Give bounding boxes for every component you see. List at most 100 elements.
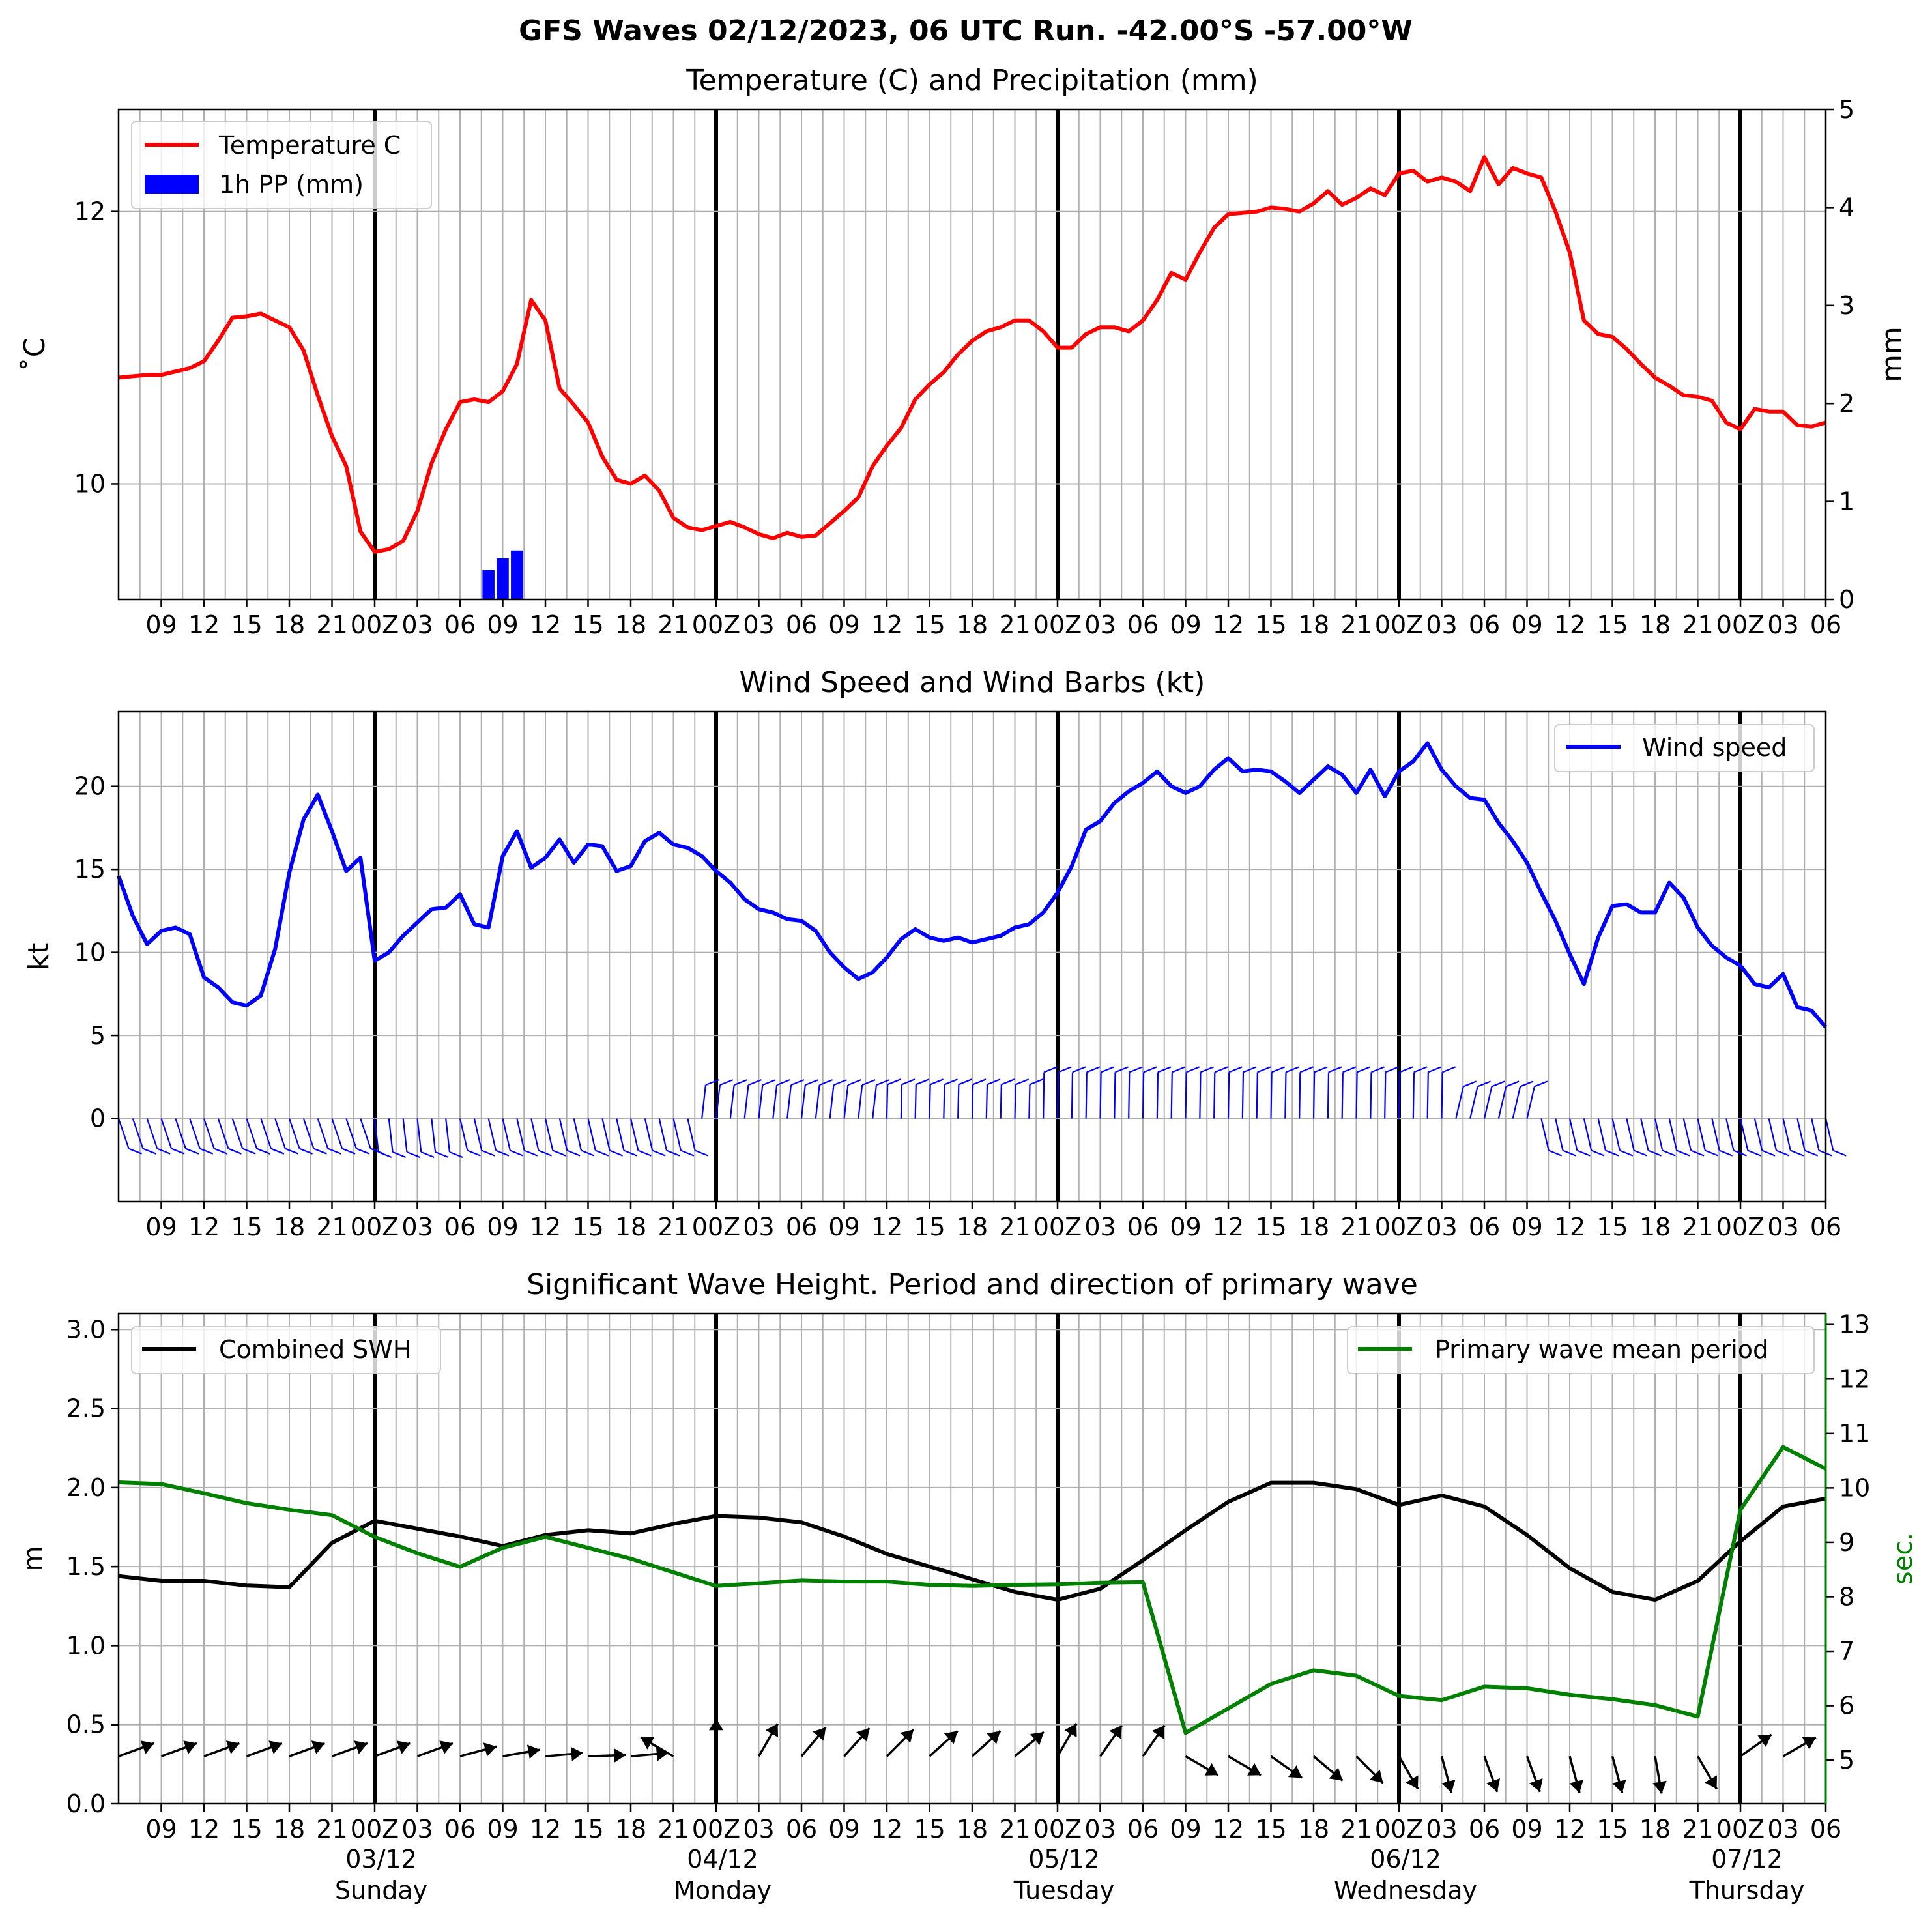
wind-barb-staff [900, 1084, 903, 1119]
wind-barb-flag [1200, 1066, 1214, 1073]
wind-barb-flag [1271, 1066, 1286, 1073]
x-tick-label: 21 [316, 1815, 347, 1843]
wind-barb-staff [1284, 1072, 1287, 1119]
wind-barb-staff [1398, 1072, 1401, 1119]
x-tick-label: 09 [828, 1815, 859, 1843]
wind-barb-flag [1719, 1149, 1733, 1157]
wind-barb-staff [1370, 1072, 1372, 1119]
wind-barb-flag [341, 1148, 356, 1155]
wind-barb-staff [1071, 1072, 1074, 1119]
wave-direction-arrowhead [396, 1740, 411, 1754]
x-tick-label: 09 [1511, 1213, 1542, 1241]
wind-barb-flag [887, 1078, 901, 1086]
x-tick-label: 15 [1255, 1213, 1286, 1241]
wave-panel-title: Significant Wave Height. Period and dire… [526, 1268, 1418, 1301]
wind-barb-flag [1072, 1066, 1086, 1073]
wind-barb-flag [510, 1149, 524, 1157]
wind-barb-flag [128, 1148, 143, 1155]
wind-barb-flag [313, 1148, 327, 1155]
x-tick-label: 06 [786, 611, 817, 639]
x-tick-label: 00Z [1716, 1213, 1765, 1241]
wind-barb-staff [1469, 1086, 1478, 1119]
legend-temperature-label: Temperature C [218, 131, 401, 160]
wind-barb-flag [1804, 1149, 1819, 1157]
y-tick-label: 10 [74, 938, 106, 967]
wind-barb-flag [1563, 1149, 1576, 1157]
y-tick-label: 0.5 [66, 1711, 106, 1739]
x-tick-label: 15 [1596, 1815, 1628, 1843]
x-tick-label: 21 [1340, 1213, 1372, 1241]
wind-barb-flag [833, 1079, 847, 1086]
wind-barb-flag [1477, 1080, 1491, 1088]
wind-barb-flag [1186, 1066, 1200, 1073]
wind-barb-flag [1143, 1066, 1157, 1073]
wind-barb-staff [1682, 1118, 1692, 1151]
wind-barb-flag [930, 1078, 944, 1086]
y-tick-label: 12 [74, 197, 106, 226]
wind-barb-staff [373, 1118, 379, 1153]
x-tick-label: 09 [1511, 611, 1542, 639]
wind-barb-staff [175, 1118, 186, 1149]
wind-barb-flag [1228, 1066, 1243, 1073]
x-tick-label: 12 [871, 611, 902, 639]
wind-barb-flag [356, 1148, 370, 1155]
x-tick-label: 15 [231, 1815, 262, 1843]
wind-barb-flag [1001, 1078, 1015, 1086]
wind-barb-flag [581, 1149, 595, 1157]
x-tick-label: 12 [871, 1815, 902, 1843]
wave-direction-arrowhead [944, 1731, 958, 1744]
wind-barb-staff [1142, 1072, 1145, 1119]
y-tick-label: 9 [1839, 1528, 1854, 1557]
x-tick-label: 18 [957, 611, 988, 639]
wind-barb-staff [246, 1118, 258, 1149]
wind-barb-flag [524, 1149, 538, 1157]
wind-barb-flag [1761, 1149, 1776, 1157]
y-tick-label: 6 [1839, 1692, 1854, 1720]
wind-barb-flag [435, 1151, 449, 1159]
legend-period-label: Primary wave mean period [1435, 1335, 1768, 1364]
x-tick-label: 15 [1255, 1815, 1286, 1843]
wind-barb-staff [288, 1118, 300, 1149]
wind-barb-staff [957, 1084, 960, 1119]
x-tick-label: 00Z [351, 1815, 399, 1843]
wind-barb-staff [1811, 1118, 1820, 1151]
wind-barb-flag [944, 1078, 958, 1086]
y-tick-label: 15 [74, 855, 106, 884]
x-tick-label: 06 [1469, 1213, 1500, 1241]
x-tick-label: 15 [572, 611, 603, 639]
wind-barb-flag [1286, 1066, 1299, 1073]
wind-barb-flag [1648, 1149, 1662, 1157]
wave-direction-arrowhead [570, 1746, 583, 1761]
wind-barb-flag [790, 1079, 805, 1086]
wind-barb-staff [1455, 1086, 1464, 1119]
x-tick-label: 09 [828, 1213, 859, 1241]
x-tick-label: 18 [1639, 1815, 1671, 1843]
wind-barb-staff [459, 1118, 469, 1151]
x-tick-label: 21 [1340, 611, 1372, 639]
wind-barb-staff [1725, 1118, 1735, 1151]
wind-barb-flag [285, 1148, 299, 1155]
x-tick-label: 18 [957, 1213, 988, 1241]
precip-bar [497, 558, 509, 599]
x-tick-label: 09 [487, 1815, 518, 1843]
wind-barb-flag [495, 1149, 510, 1157]
precip-bar [511, 550, 523, 599]
y-tick-label: 10 [1839, 1473, 1870, 1502]
x-tick-label: 12 [1554, 611, 1585, 639]
wind-barb-flag [1520, 1080, 1534, 1088]
wind-barb-staff [1028, 1084, 1031, 1119]
wind-barb-staff [1114, 1072, 1116, 1119]
x-tick-label: 06 [1127, 1815, 1159, 1843]
x-tick-label: 21 [316, 1213, 347, 1241]
wind-panel: Wind Speed and Wind Barbs (kt) 05101520 … [22, 666, 1847, 1241]
wind-barb-staff [1227, 1072, 1230, 1119]
wind-barb-staff [1483, 1086, 1493, 1119]
day-date-label: 07/12 [1711, 1845, 1783, 1873]
legend-precip-swatch [145, 175, 199, 194]
x-tick-label: 12 [188, 611, 220, 639]
wind-barb-flag [1015, 1078, 1030, 1086]
x-tick-label: 09 [145, 1213, 177, 1241]
x-tick-label: 15 [1596, 611, 1628, 639]
temperature-y-label: ˚C [18, 338, 51, 372]
